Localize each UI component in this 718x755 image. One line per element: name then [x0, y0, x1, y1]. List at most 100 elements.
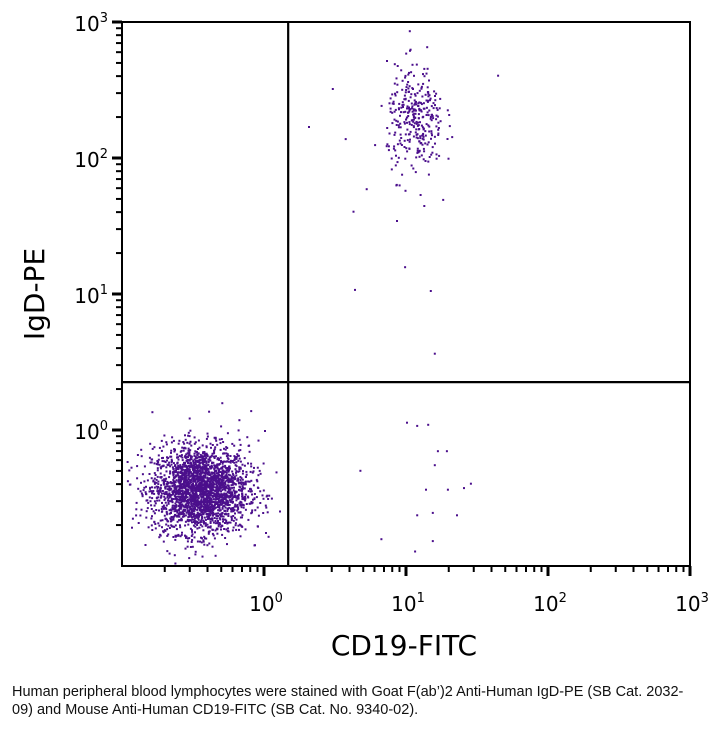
data-point: [187, 477, 190, 480]
data-point: [189, 485, 192, 488]
data-point: [175, 505, 178, 508]
data-point: [165, 504, 168, 507]
data-point: [386, 60, 388, 62]
data-point: [211, 462, 213, 465]
data-point: [172, 515, 175, 518]
data-point: [234, 468, 237, 471]
data-point: [434, 104, 436, 107]
data-point: [216, 467, 219, 470]
data-point: [192, 524, 195, 527]
data-point: [238, 470, 241, 473]
data-point: [184, 534, 186, 537]
data-point: [222, 515, 225, 518]
data-point: [188, 442, 191, 445]
data-point: [135, 501, 138, 504]
data-point: [189, 479, 192, 482]
data-point: [417, 128, 420, 131]
data-point: [421, 116, 424, 119]
data-point: [176, 509, 178, 512]
data-point: [150, 524, 153, 527]
data-point: [393, 145, 396, 148]
data-point: [181, 511, 184, 514]
data-point: [176, 511, 179, 514]
data-point: [411, 105, 414, 108]
data-point: [256, 506, 259, 509]
data-point: [254, 544, 256, 547]
data-point: [202, 512, 205, 515]
data-point: [207, 532, 210, 535]
data-point: [221, 467, 224, 470]
data-point: [206, 435, 209, 438]
data-point: [247, 444, 250, 447]
data-point: [201, 444, 204, 447]
data-point: [153, 504, 156, 507]
data-point: [191, 530, 194, 533]
data-point: [155, 481, 158, 484]
data-point: [208, 517, 211, 520]
data-point: [170, 509, 173, 512]
data-point: [221, 488, 224, 491]
data-point: [414, 102, 417, 105]
data-point: [172, 536, 175, 538]
data-point: [235, 528, 238, 531]
data-point: [205, 500, 208, 503]
data-point: [212, 489, 214, 491]
data-point: [217, 498, 220, 500]
data-point: [222, 465, 224, 468]
data-point: [177, 466, 180, 469]
data-point: [249, 502, 252, 505]
data-point: [187, 516, 190, 518]
data-point: [156, 469, 159, 472]
data-point: [199, 521, 202, 523]
data-point: [179, 491, 181, 494]
data-point: [191, 474, 194, 477]
data-point: [407, 111, 409, 114]
data-point: [237, 524, 240, 527]
data-point: [142, 489, 145, 492]
data-point: [153, 482, 156, 485]
data-point: [196, 484, 199, 487]
data-point: [234, 456, 237, 459]
data-point: [169, 455, 172, 458]
data-point: [156, 460, 159, 462]
data-point: [173, 491, 176, 494]
data-point: [198, 514, 201, 516]
data-point: [161, 505, 164, 508]
data-point: [234, 494, 236, 497]
data-point: [186, 468, 189, 471]
data-point: [202, 459, 205, 461]
data-point: [415, 128, 418, 131]
data-point: [246, 436, 249, 439]
data-point: [412, 120, 415, 123]
data-point: [213, 449, 216, 452]
data-point: [220, 460, 222, 463]
data-point: [182, 508, 185, 511]
data-point: [236, 454, 239, 457]
data-point: [220, 475, 223, 478]
data-point: [158, 463, 161, 466]
data-point: [166, 488, 169, 491]
data-point: [184, 506, 187, 509]
data-point: [172, 439, 175, 442]
data-point: [178, 465, 181, 468]
data-point: [184, 514, 187, 517]
data-point: [225, 452, 228, 455]
data-point: [161, 457, 163, 460]
data-point: [402, 106, 404, 108]
data-point: [205, 466, 208, 469]
data-point: [431, 115, 434, 118]
data-point: [217, 488, 220, 491]
data-point: [194, 441, 197, 444]
data-point: [191, 513, 194, 516]
data-point: [182, 441, 185, 444]
data-point: [250, 479, 253, 482]
data-point: [176, 495, 179, 498]
data-point: [177, 479, 180, 482]
data-point: [193, 513, 196, 515]
data-point: [168, 512, 171, 515]
data-point: [206, 468, 209, 471]
data-point: [231, 470, 234, 473]
data-point: [214, 554, 217, 557]
data-point: [196, 454, 199, 457]
data-point: [192, 499, 195, 502]
